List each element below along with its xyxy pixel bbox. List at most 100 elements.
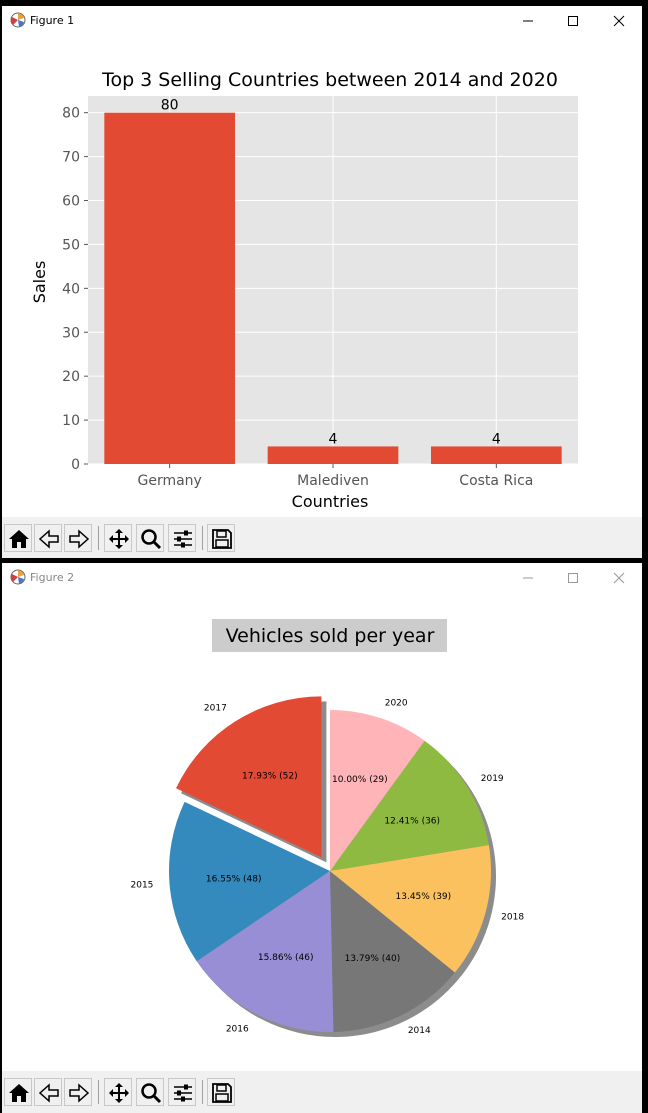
zoom-button[interactable]: [136, 524, 164, 552]
slice-label: 2016: [226, 1024, 249, 1034]
figure-2-window: Figure 2 Vehicles sold per year 17.93% (…: [2, 563, 642, 1113]
slice-2016: [196, 871, 334, 1032]
y-tick-label: 50: [62, 237, 80, 253]
slice-label: 2014: [408, 1026, 431, 1036]
percentage-labels: 17.93% (52) 16.55% (48) 15.86% (46) 13.79% …: [206, 772, 451, 964]
minimize-icon: [523, 20, 533, 22]
back-arrow-icon: [38, 529, 59, 549]
pie-chart-figure[interactable]: Vehicles sold per year 17.93% (52) 16.55%…: [2, 593, 642, 1071]
pct-label: 15.86% (46): [258, 953, 314, 963]
maximize-button[interactable]: [550, 6, 596, 36]
title-bar: Figure 2: [2, 563, 642, 593]
chart-title: Top 3 Selling Countries between 2014 and…: [101, 69, 558, 91]
home-button[interactable]: [4, 524, 32, 552]
toolbar-separator: [202, 1080, 203, 1104]
toolbar-separator: [98, 526, 99, 550]
pct-label: 12.41% (36): [384, 816, 440, 826]
configure-subplots-icon: [174, 1084, 192, 1102]
slice-2017: [176, 696, 322, 858]
back-button[interactable]: [34, 524, 62, 552]
zoom-button[interactable]: [136, 1078, 164, 1106]
pct-label: 13.79% (40): [345, 954, 401, 964]
close-icon: [613, 572, 625, 584]
home-button[interactable]: [4, 1078, 32, 1106]
pct-label: 17.93% (52): [242, 772, 298, 782]
slice-2020: [330, 710, 425, 871]
bar-malediven: [267, 446, 399, 464]
forward-button[interactable]: [64, 1078, 92, 1106]
save-icon: [212, 529, 232, 549]
x-tick-label: Costa Rica: [459, 473, 533, 489]
configure-subplots-icon: [174, 530, 192, 548]
pan-icon: [109, 1083, 129, 1103]
back-button[interactable]: [34, 1078, 62, 1106]
toolbar-separator: [98, 1080, 99, 1104]
chart-title: Vehicles sold per year: [226, 625, 435, 647]
slice-label: 2020: [385, 699, 408, 709]
home-icon: [9, 1084, 29, 1102]
title-bar: Figure 1: [2, 6, 642, 36]
chart-title-box: [212, 619, 447, 652]
forward-arrow-icon: [69, 529, 90, 549]
slice-label: 2018: [501, 913, 524, 923]
toolbar-separator: [202, 526, 203, 550]
back-arrow-icon: [38, 1083, 59, 1103]
figure-1-window: Figure 1 Top 3 Selling Countries between…: [2, 6, 642, 558]
navigation-toolbar: [2, 1071, 642, 1113]
save-button[interactable]: [207, 1078, 235, 1106]
zoom-icon: [141, 1083, 162, 1104]
bar-value-label: 4: [329, 431, 338, 447]
y-tick-labels: 0 10 20 30 40 50 60 70 80: [62, 106, 80, 473]
slice-2018: [330, 844, 491, 973]
forward-arrow-icon: [69, 1083, 90, 1103]
bar-chart-figure[interactable]: Top 3 Selling Countries between 2014 and…: [2, 36, 642, 517]
x-tick-label: Germany: [137, 473, 201, 489]
y-tick-label: 70: [62, 150, 80, 166]
maximize-icon: [568, 573, 578, 583]
slice-labels: 2017 2015 2016 2014 2018 2019 2020: [131, 699, 525, 1037]
slice-2019: [330, 740, 489, 871]
slice-label: 2017: [204, 704, 227, 714]
bars: [104, 112, 562, 464]
save-button[interactable]: [207, 524, 235, 552]
bar-value-label: 80: [161, 98, 179, 114]
minimize-button[interactable]: [505, 563, 551, 593]
slice-2014: [330, 871, 455, 1032]
value-labels: 80 4 4: [161, 98, 501, 448]
pan-button[interactable]: [104, 524, 132, 552]
slice-label: 2015: [131, 880, 154, 890]
x-tick-labels: Germany Malediven Costa Rica: [137, 473, 533, 489]
minimize-icon: [523, 577, 533, 579]
close-icon: [613, 15, 625, 27]
slice-label: 2019: [481, 774, 504, 784]
home-icon: [9, 530, 29, 548]
maximize-icon: [568, 16, 578, 26]
x-axis-label: Countries: [292, 492, 369, 511]
window-title: Figure 1: [30, 14, 75, 27]
matplotlib-logo-icon: [10, 12, 26, 28]
minimize-button[interactable]: [505, 6, 551, 36]
configure-subplots-button[interactable]: [168, 1078, 196, 1106]
pct-label: 13.45% (39): [396, 892, 452, 902]
close-button[interactable]: [596, 6, 642, 36]
y-tick-label: 20: [62, 369, 80, 385]
pan-button[interactable]: [104, 1078, 132, 1106]
save-icon: [212, 1083, 232, 1103]
matplotlib-logo-icon: [10, 569, 26, 585]
y-tick-label: 30: [62, 325, 80, 341]
pie-slices: [169, 696, 491, 1032]
y-tick-label: 80: [62, 106, 80, 122]
maximize-button[interactable]: [550, 563, 596, 593]
configure-subplots-button[interactable]: [168, 524, 196, 552]
bar-germany: [104, 112, 235, 464]
forward-button[interactable]: [64, 524, 92, 552]
bar-costa-rica: [431, 446, 562, 464]
bar-value-label: 4: [492, 431, 501, 447]
window-title: Figure 2: [30, 571, 75, 584]
y-tick-label: 60: [62, 194, 80, 210]
zoom-icon: [141, 529, 162, 550]
pan-icon: [109, 529, 129, 549]
close-button[interactable]: [596, 563, 642, 593]
slice-2015: [169, 801, 330, 962]
y-tick-label: 10: [62, 413, 80, 429]
